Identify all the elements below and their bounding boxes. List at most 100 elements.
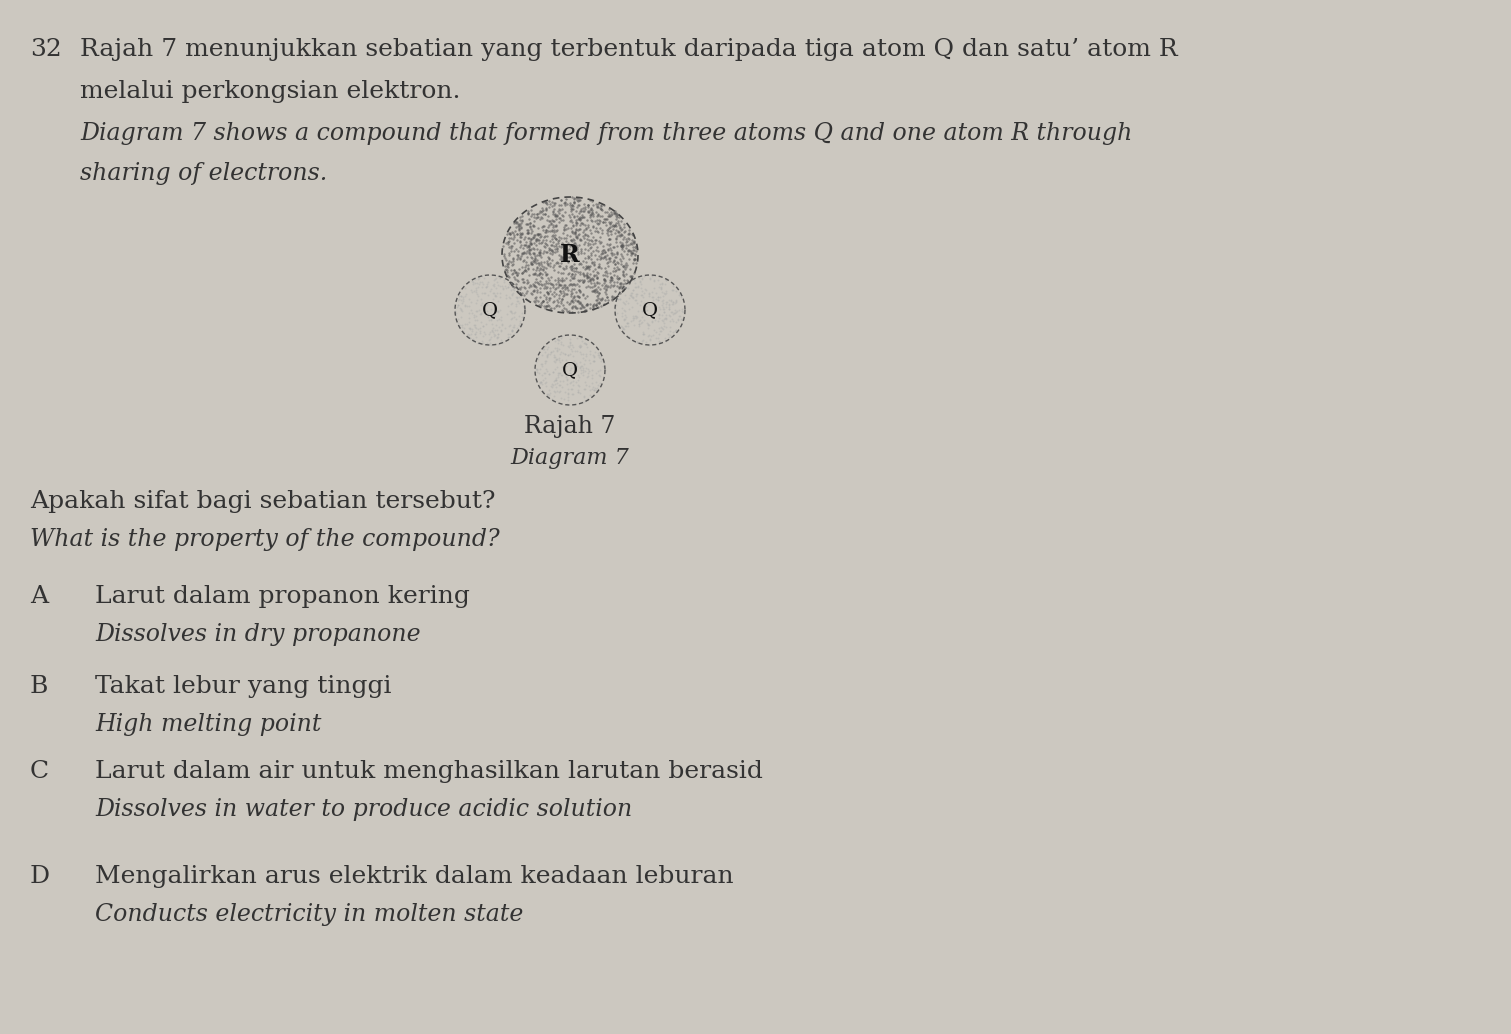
Point <box>621 242 645 258</box>
Point <box>508 251 532 268</box>
Point <box>545 374 570 391</box>
Point <box>647 299 671 315</box>
Point <box>559 219 583 236</box>
Point <box>480 324 505 340</box>
Point <box>465 334 490 351</box>
Point <box>482 306 506 323</box>
Point <box>583 283 607 300</box>
Point <box>517 231 541 247</box>
Point <box>515 224 539 241</box>
Point <box>573 230 597 246</box>
Point <box>568 192 592 209</box>
Point <box>568 204 592 220</box>
Point <box>621 234 645 250</box>
Point <box>612 238 636 254</box>
Point <box>494 235 518 251</box>
Point <box>565 196 589 213</box>
Point <box>585 270 609 286</box>
Point <box>550 273 574 290</box>
Point <box>555 257 579 274</box>
Point <box>539 276 564 293</box>
Point <box>548 276 573 293</box>
Point <box>547 203 571 219</box>
Point <box>536 219 561 236</box>
Point <box>588 368 612 385</box>
Text: High melting point: High melting point <box>95 713 322 736</box>
Point <box>591 214 615 231</box>
Point <box>555 248 579 265</box>
Point <box>555 217 579 234</box>
Point <box>556 346 580 363</box>
Point <box>477 311 502 328</box>
Point <box>509 225 533 242</box>
Point <box>542 238 567 254</box>
Point <box>632 268 656 284</box>
Point <box>647 330 671 346</box>
Point <box>564 277 588 294</box>
Point <box>526 351 550 367</box>
Point <box>521 283 545 300</box>
Point <box>535 283 559 300</box>
Point <box>462 316 487 333</box>
Point <box>471 317 496 334</box>
Point <box>547 352 571 368</box>
Point <box>597 208 621 224</box>
Point <box>532 229 556 245</box>
Point <box>541 218 565 235</box>
Point <box>541 237 565 253</box>
Point <box>564 190 588 207</box>
Point <box>571 299 595 315</box>
Point <box>555 372 579 389</box>
Point <box>562 232 586 248</box>
Point <box>632 324 656 340</box>
Point <box>544 371 568 388</box>
Point <box>571 273 595 290</box>
Point <box>607 269 632 285</box>
Point <box>535 244 559 261</box>
Point <box>594 225 618 242</box>
Point <box>497 224 521 241</box>
Point <box>521 252 545 269</box>
Point <box>580 202 604 218</box>
Point <box>509 316 533 333</box>
Point <box>576 242 600 258</box>
Point <box>474 297 499 313</box>
Point <box>603 224 627 241</box>
Point <box>603 221 627 238</box>
Point <box>446 314 470 331</box>
Point <box>536 382 561 398</box>
Point <box>527 276 552 293</box>
Point <box>579 212 603 229</box>
Point <box>565 330 589 346</box>
Point <box>555 303 579 320</box>
Point <box>458 281 482 298</box>
Point <box>586 290 610 306</box>
Point <box>657 323 681 339</box>
Point <box>600 288 624 305</box>
Point <box>538 298 562 314</box>
Text: 32: 32 <box>30 38 62 61</box>
Point <box>505 288 529 305</box>
Point <box>612 310 636 327</box>
Point <box>480 320 505 336</box>
Point <box>520 217 544 234</box>
Point <box>657 308 681 325</box>
Point <box>659 293 683 309</box>
Point <box>620 243 644 260</box>
Point <box>586 363 610 379</box>
Point <box>508 312 532 329</box>
Point <box>564 362 588 378</box>
Point <box>568 254 592 271</box>
Point <box>583 232 607 248</box>
Point <box>607 217 632 234</box>
Point <box>648 301 672 317</box>
Point <box>533 206 558 222</box>
Point <box>526 232 550 248</box>
Point <box>657 301 681 317</box>
Point <box>506 218 530 235</box>
Point <box>508 279 532 296</box>
Point <box>567 255 591 272</box>
Point <box>500 266 524 282</box>
Point <box>610 305 635 322</box>
Point <box>595 208 620 224</box>
